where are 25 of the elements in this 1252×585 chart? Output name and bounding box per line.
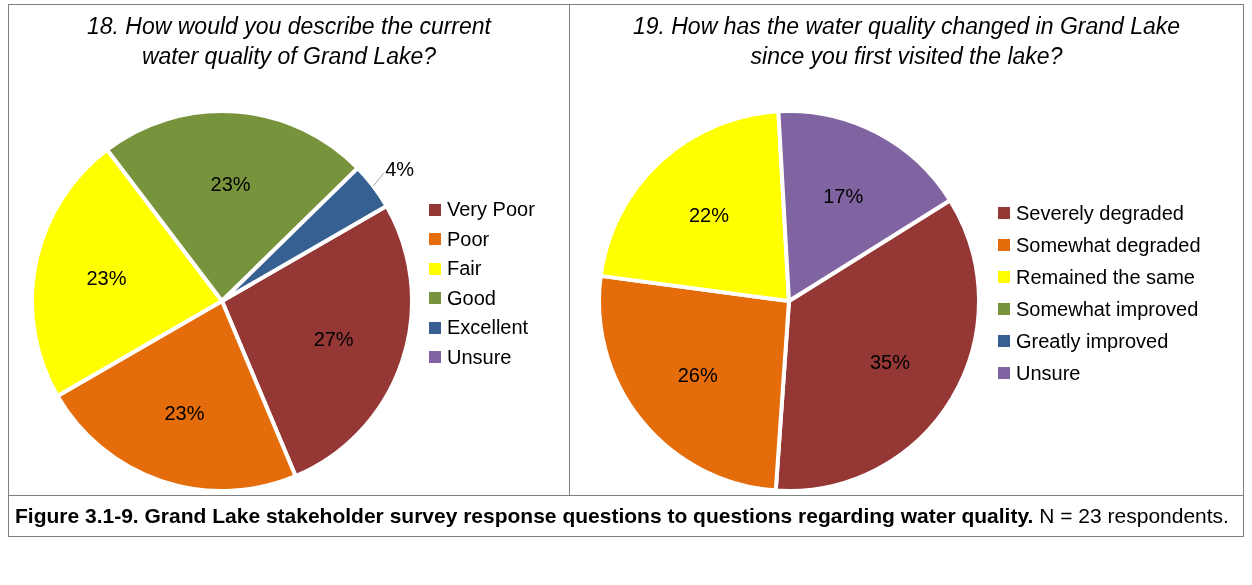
data-label: 35% [869,350,911,373]
data-label: 23% [86,266,127,289]
data-label: 23% [210,172,251,195]
legend-label: Poor [447,227,490,251]
data-label: 26% [677,364,718,387]
legend-label: Severely degraded [1016,201,1184,225]
legend-label: Very Poor [447,198,535,222]
data-label: 4% [385,158,415,181]
legend-label: Good [447,286,496,310]
legend-label: Remained the same [1016,265,1195,289]
legend-label: Unsure [447,345,512,369]
data-label: 17% [823,185,864,208]
data-label: 23% [164,401,205,424]
caption: Figure 3.1-9. Grand Lake stakeholder survey response questions to questions regarding water quality. [15,504,1035,527]
chart-title: 18. How would you describe the current water quality of Grand Lake? [86,12,493,71]
legend-label: Fair [447,257,482,281]
legend-label: Somewhat improved [1016,297,1199,321]
legend-label: Excellent [447,316,529,340]
data-label: 22% [688,203,730,226]
legend-label: Unsure [1016,361,1081,385]
text: N = 23 respondents. [1039,504,1229,527]
legend-label: Greatly improved [1016,329,1169,353]
legend-label: Somewhat degraded [1016,233,1201,257]
data-label: 27% [313,327,354,350]
chart-title: 19. How has the water quality changed in Grand Lake since you first visited the lake? [631,12,1182,71]
